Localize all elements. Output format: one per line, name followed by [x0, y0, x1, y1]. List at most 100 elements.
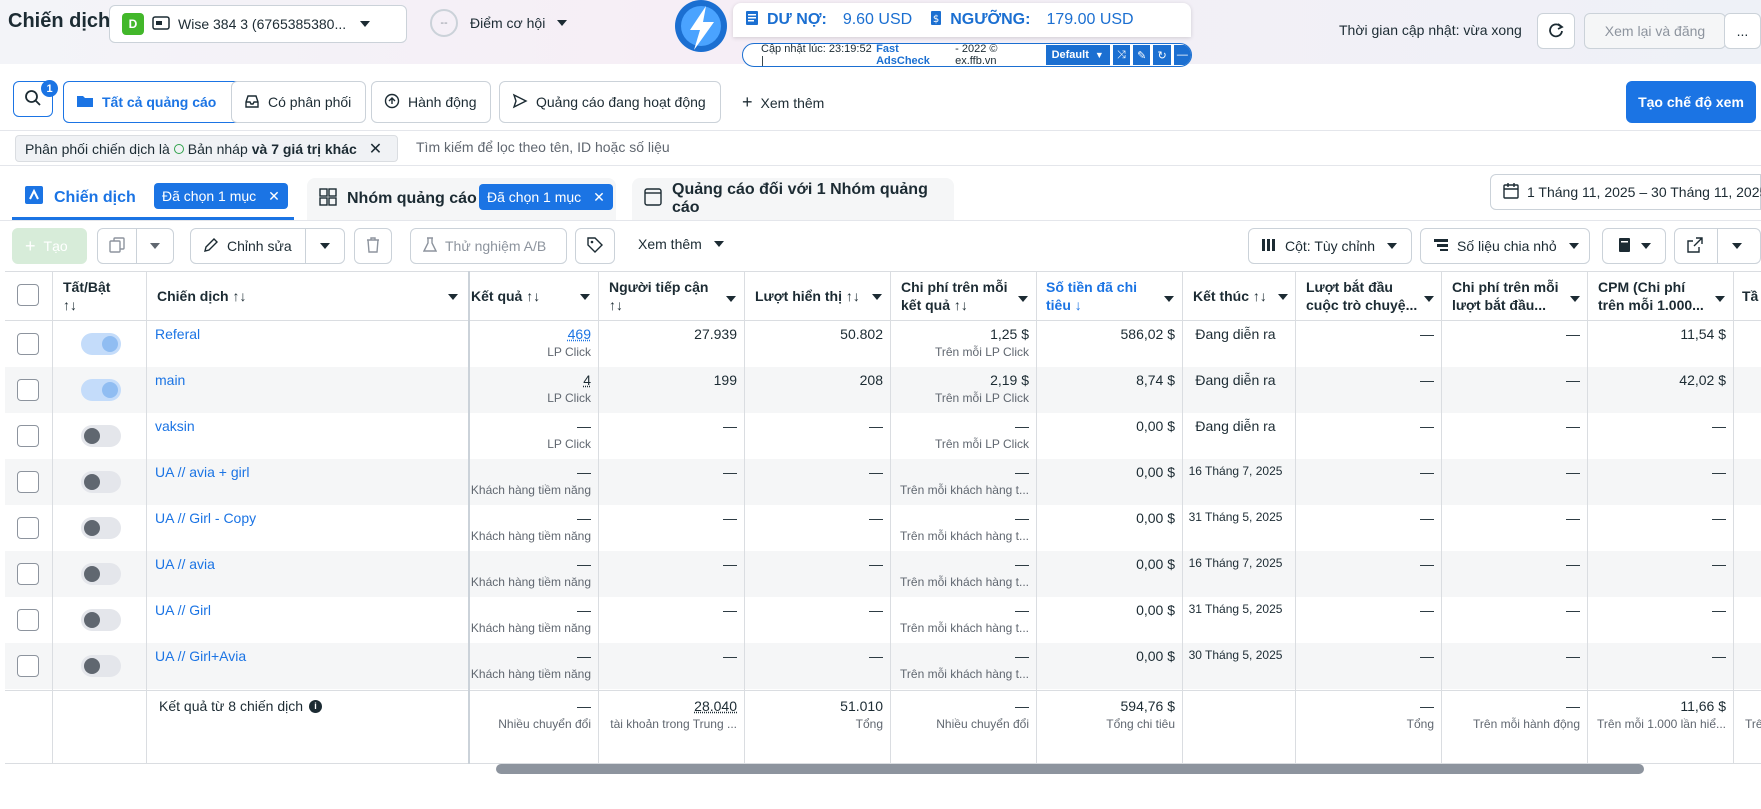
chevron-down-icon[interactable]: [1424, 296, 1434, 302]
default-profile-select[interactable]: Default ▼: [1045, 45, 1110, 65]
filter-search-input[interactable]: Tìm kiếm để lọc theo tên, ID hoặc số liệ…: [416, 139, 670, 155]
shuffle-icon[interactable]: ⤨: [1112, 45, 1131, 65]
campaign-toggle[interactable]: [81, 609, 121, 631]
campaign-toggle[interactable]: [81, 379, 121, 401]
header-cpm[interactable]: CPM (Chi phí trên mỗi 1.000...: [1598, 278, 1704, 314]
campaign-name-link[interactable]: UA // avia + girl: [155, 464, 250, 480]
table-row[interactable]: [5, 459, 1761, 505]
ads-level-tab[interactable]: Quảng cáo đối với 1 Nhóm quảng cáo: [632, 178, 954, 220]
see-more-actions-button[interactable]: Xem thêm: [638, 236, 724, 252]
campaign-toggle[interactable]: [81, 333, 121, 355]
minimize-icon[interactable]: —: [1173, 45, 1191, 65]
cell-result-value[interactable]: 4: [583, 372, 591, 388]
totals-label-text: Kết quả từ 8 chiến dịch: [159, 698, 304, 714]
header-extra[interactable]: Tầ: [1742, 288, 1759, 304]
edit-dropdown[interactable]: [305, 228, 345, 264]
row-checkbox[interactable]: [17, 609, 39, 631]
opportunity-score[interactable]: -- Điểm cơ hội: [430, 9, 568, 37]
delete-button[interactable]: [354, 228, 392, 264]
row-checkbox[interactable]: [17, 333, 39, 355]
header-conversations[interactable]: Lượt bắt đầu cuộc trò chuyệ...: [1306, 278, 1417, 314]
table-row[interactable]: [5, 367, 1761, 413]
duplicate-button[interactable]: [97, 228, 137, 264]
campaign-name-link[interactable]: Referal: [155, 326, 201, 342]
campaign-name-link[interactable]: main: [155, 372, 186, 388]
campaign-name-link[interactable]: vaksin: [155, 418, 195, 434]
header-cost-per-result[interactable]: Chi phí trên mỗi kết quả ↑↓: [901, 278, 1008, 314]
row-checkbox[interactable]: [17, 379, 39, 401]
reports-button[interactable]: [1602, 228, 1666, 264]
adset-selected-chip[interactable]: Đã chọn 1 mục ✕: [479, 184, 613, 210]
edit-icon[interactable]: ✎: [1133, 45, 1151, 65]
chevron-down-icon[interactable]: [726, 296, 736, 302]
campaign-toggle[interactable]: [81, 471, 121, 493]
refresh-icon[interactable]: ↻: [1153, 45, 1171, 65]
row-checkbox[interactable]: [17, 563, 39, 585]
cell-result-value[interactable]: 469: [567, 326, 591, 342]
campaign-name-link[interactable]: UA // Girl: [155, 602, 212, 618]
cell-cpconv-value: —: [1566, 464, 1580, 480]
date-range-picker[interactable]: 1 Tháng 11, 2025 – 30 Tháng 11, 2025: [1490, 174, 1761, 210]
row-checkbox[interactable]: [17, 655, 39, 677]
active-ads-tab[interactable]: Quảng cáo đang hoạt động: [499, 81, 721, 123]
campaign-toggle[interactable]: [81, 517, 121, 539]
header-end[interactable]: Kết thúc ↑↓: [1193, 288, 1267, 304]
review-publish-button[interactable]: Xem lại và đăng: [1584, 13, 1726, 49]
header-amount-spent[interactable]: Số tiền đã chi tiêu ↓: [1046, 278, 1137, 314]
campaign-name-link[interactable]: UA // Girl - Copy: [155, 510, 257, 526]
close-icon[interactable]: ✕: [368, 140, 383, 158]
campaign-toggle[interactable]: [81, 425, 121, 447]
chevron-down-icon[interactable]: [1715, 296, 1725, 302]
refresh-button[interactable]: [1537, 13, 1575, 49]
breakdown-button[interactable]: Số liệu chia nhỏ: [1420, 228, 1590, 264]
all-ads-tab[interactable]: Tất cả quảng cáo: [63, 81, 253, 123]
ab-test-button[interactable]: Thử nghiệm A/B: [410, 228, 567, 264]
chevron-down-icon[interactable]: [448, 294, 458, 300]
duplicate-dropdown[interactable]: [136, 228, 174, 264]
edit-label: Chỉnh sửa: [227, 238, 292, 254]
chevron-down-icon[interactable]: [1278, 294, 1288, 300]
campaign-toggle[interactable]: [81, 655, 121, 677]
campaign-name-link[interactable]: UA // Girl+Avia: [155, 648, 247, 664]
close-icon[interactable]: ✕: [593, 188, 605, 205]
campaign-name-link[interactable]: UA // avia: [155, 556, 215, 572]
row-checkbox[interactable]: [17, 517, 39, 539]
chevron-down-icon[interactable]: [872, 294, 882, 300]
close-icon[interactable]: ✕: [268, 187, 280, 204]
see-more-tabs-button[interactable]: + Xem thêm: [742, 92, 824, 113]
row-checkbox[interactable]: [17, 471, 39, 493]
columns-button[interactable]: Cột: Tùy chỉnh: [1248, 228, 1412, 264]
header-cost-per-conversation[interactable]: Chi phí trên mỗi lượt bắt đầu...: [1452, 278, 1559, 314]
info-icon[interactable]: i: [309, 699, 323, 713]
pencil-icon: [203, 237, 219, 256]
create-button[interactable]: + Tạo: [12, 228, 87, 264]
more-options-button[interactable]: ...: [1724, 13, 1761, 49]
header-impressions[interactable]: Lượt hiển thị ↑↓: [755, 288, 860, 304]
account-selector[interactable]: D Wise 384 3 (6765385380...: [109, 5, 407, 43]
create-label: Tạo: [43, 238, 68, 254]
trash-icon: [366, 236, 380, 256]
folder-icon: [76, 93, 94, 112]
table-row[interactable]: [5, 551, 1761, 597]
campaign-selected-chip[interactable]: Đã chọn 1 mục ✕: [154, 183, 288, 209]
row-checkbox[interactable]: [17, 425, 39, 447]
header-campaign[interactable]: Chiến dịch ↑↓: [157, 288, 247, 304]
tag-button[interactable]: [575, 228, 615, 264]
actions-tab[interactable]: Hành động: [371, 81, 491, 123]
campaign-toggle[interactable]: [81, 563, 121, 585]
horizontal-scrollbar[interactable]: [496, 764, 1644, 774]
export-button[interactable]: [1674, 228, 1761, 264]
edit-button[interactable]: Chỉnh sửa: [190, 228, 306, 264]
table-row[interactable]: [5, 643, 1761, 689]
has-delivery-tab[interactable]: Có phân phối: [231, 81, 366, 123]
chevron-down-icon[interactable]: [1018, 296, 1028, 302]
header-toggle[interactable]: Tất/Bật ↑↓: [63, 278, 110, 314]
header-reach[interactable]: Người tiếp cận ↑↓: [609, 278, 708, 314]
header-results[interactable]: Kết quả ↑↓: [471, 288, 541, 304]
create-view-button[interactable]: Tạo chế độ xem: [1626, 81, 1756, 123]
chevron-down-icon[interactable]: [580, 294, 590, 300]
chevron-down-icon[interactable]: [1570, 296, 1580, 302]
chevron-down-icon[interactable]: [1164, 296, 1174, 302]
filter-pill[interactable]: Phân phối chiến dịch là Bản nháp và 7 gi…: [15, 135, 398, 162]
select-all-checkbox[interactable]: [17, 284, 39, 306]
